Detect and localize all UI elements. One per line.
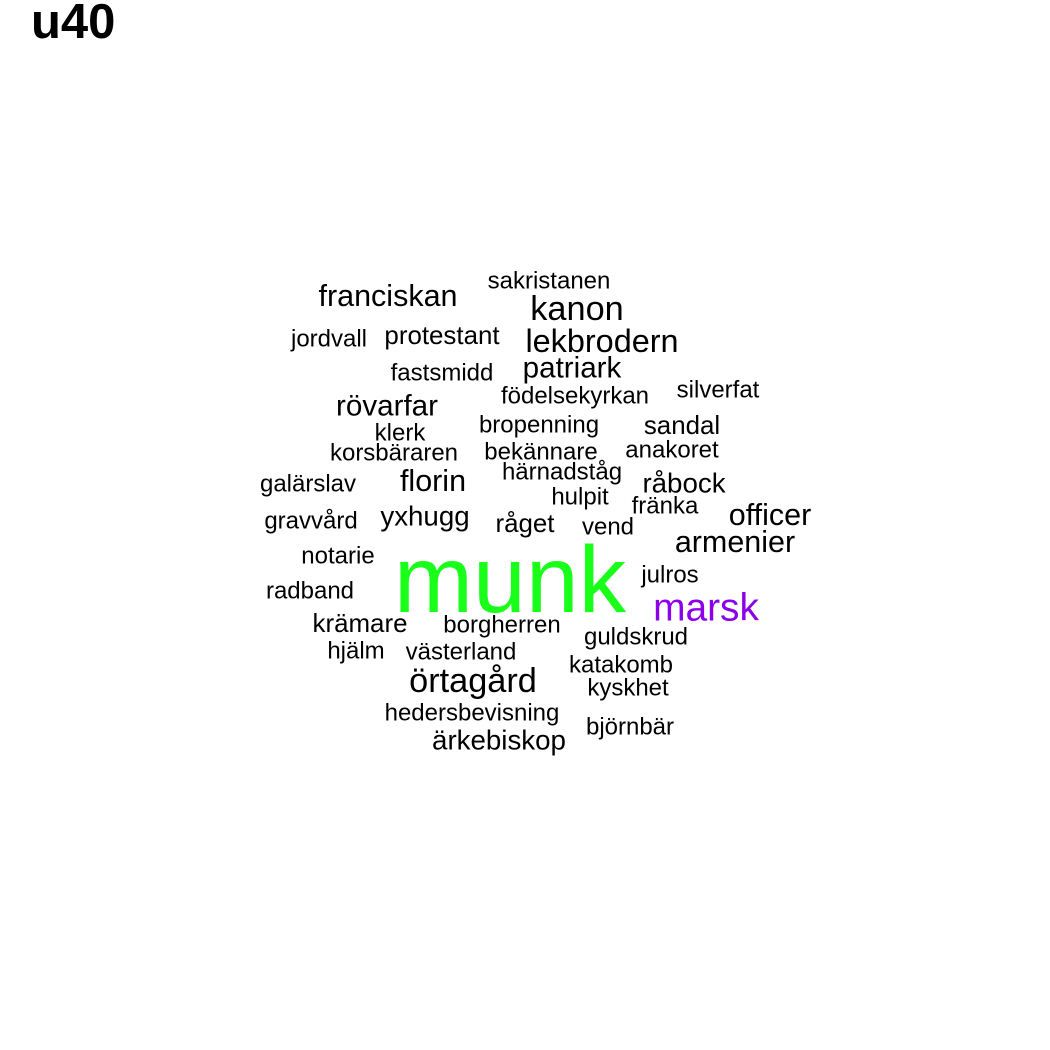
- word-marsk: marsk: [653, 587, 759, 630]
- word-silverfat: silverfat: [677, 377, 760, 404]
- word-franka: fränka: [632, 493, 699, 520]
- word-bropenning: bropenning: [479, 412, 599, 439]
- word-kyskhet: kyskhet: [587, 675, 669, 702]
- word-lekbrodern: lekbrodern: [525, 323, 678, 359]
- word-kanon: kanon: [530, 290, 623, 328]
- word-gravvard: gravvård: [264, 508, 357, 535]
- word-ortagard: örtagård: [409, 662, 537, 700]
- word-hedersbevisning: hedersbevisning: [385, 700, 560, 727]
- word-rabock: råbock: [642, 468, 725, 499]
- word-galarslav: galärslav: [260, 471, 356, 498]
- word-guldskrud: guldskrud: [584, 624, 688, 651]
- word-florin: florin: [400, 464, 466, 498]
- word-harnadstag: härnadståg: [502, 459, 622, 486]
- word-protestant: protestant: [384, 322, 499, 350]
- word-jordvall: jordvall: [290, 326, 367, 353]
- word-radband: radband: [266, 578, 354, 605]
- word-sandal: sandal: [644, 412, 720, 440]
- word-yxhugg: yxhugg: [380, 501, 469, 532]
- word-hulpit: hulpit: [551, 484, 609, 511]
- word-arkebiskop: ärkebiskop: [432, 725, 566, 756]
- word-bjornbar: björnbär: [586, 714, 674, 741]
- word-raget: råget: [495, 510, 554, 538]
- word-rovarfar: rövarfar: [336, 390, 438, 423]
- word-vasterland: västerland: [406, 639, 517, 666]
- word-armenier: armenier: [675, 525, 795, 559]
- word-bekannare: bekännare: [484, 439, 597, 466]
- word-katakomb: katakomb: [569, 652, 673, 679]
- word-korsbararen: korsbäraren: [330, 440, 458, 467]
- word-anakoret: anakoret: [625, 437, 719, 464]
- word-officer: officer: [729, 498, 812, 532]
- word-fastsmidd: fastsmidd: [391, 360, 494, 387]
- word-kramare: krämare: [313, 610, 408, 638]
- word-vend: vend: [582, 514, 634, 541]
- word-julros: julros: [640, 562, 698, 589]
- word-munk: munk: [394, 527, 627, 633]
- word-fodelsekyrkan: födelsekyrkan: [501, 383, 649, 410]
- word-klerk: klerk: [375, 420, 427, 447]
- panel-title: u40: [31, 0, 116, 49]
- word-hjalm: hjälm: [327, 638, 384, 665]
- word-sakristanen: sakristanen: [488, 268, 611, 295]
- word-patriark: patriark: [523, 352, 622, 385]
- word-notarie: notarie: [301, 543, 374, 570]
- word-franciskan: franciskan: [318, 279, 457, 313]
- word-borgherren: borgherren: [443, 612, 560, 639]
